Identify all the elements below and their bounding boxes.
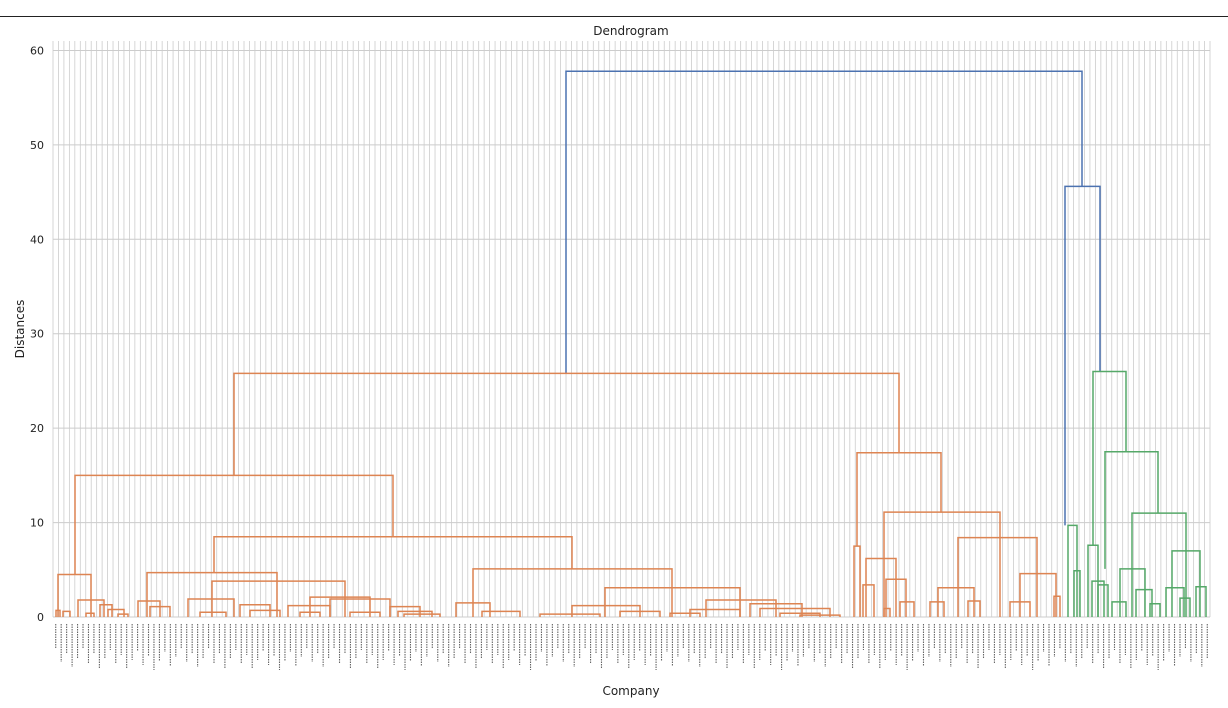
dendrogram-link [481, 610, 521, 617]
dendrogram-link [619, 610, 661, 617]
dendrogram-link [1091, 580, 1105, 617]
dendrogram-link [472, 568, 673, 617]
dendrogram-link [1179, 597, 1191, 617]
dendrogram-link [85, 612, 95, 617]
dendrogram-link [856, 451, 942, 547]
vertical-grid [52, 41, 1211, 617]
dendrogram-link [1104, 451, 1159, 569]
dendrogram-link [117, 613, 129, 617]
dendrogram-link [565, 70, 1083, 374]
dendrogram-link [1165, 586, 1185, 617]
dendrogram-link [1092, 370, 1127, 546]
chart-title: Dendrogram [593, 24, 668, 38]
dendrogram-link [403, 613, 441, 617]
y-tick-label: 60 [30, 44, 44, 57]
dendrogram-link [799, 614, 841, 617]
y-tick-label: 0 [37, 611, 44, 624]
dendrogram-link [749, 603, 803, 617]
y-tick-label: 40 [30, 233, 44, 246]
dendrogram-link [1073, 569, 1081, 617]
dendrogram-link [233, 372, 900, 476]
y-tick-label: 10 [30, 517, 44, 530]
horizontal-grid [53, 49, 1210, 618]
dendrogram-link [107, 608, 125, 617]
dendrogram-link [349, 611, 381, 617]
dendrogram-link [249, 609, 281, 617]
y-tick-label: 50 [30, 139, 44, 152]
dendrogram-link [1149, 603, 1161, 617]
dendrogram-link [455, 602, 491, 617]
dendrogram-link [99, 603, 113, 617]
dendrogram-link [865, 557, 897, 617]
y-axis-ticks: 0 10 20 30 40 50 60 [30, 44, 44, 624]
dendrogram-link [929, 601, 945, 617]
dendrogram-link [689, 608, 741, 617]
dendrogram-link [1009, 601, 1031, 617]
dendrogram-link [57, 573, 92, 617]
dendrogram-links [55, 70, 1207, 617]
dendrogram-link [137, 600, 161, 617]
dendrogram-link [967, 600, 981, 617]
dendrogram-link [199, 611, 227, 617]
y-tick-label: 20 [30, 422, 44, 435]
dendrogram-link [1111, 601, 1127, 617]
leaf-labels [55, 624, 1208, 670]
dendrogram-link [1064, 185, 1101, 526]
dendrogram-link [187, 598, 235, 617]
dendrogram-link [74, 474, 394, 575]
dendrogram-link [853, 545, 861, 617]
dendrogram-link [62, 610, 71, 617]
dendrogram-link [957, 536, 1038, 617]
dendrogram-link [539, 613, 601, 617]
dendrogram-link [1131, 512, 1187, 617]
x-axis-label: Company [602, 684, 659, 698]
dendrogram-link [55, 609, 61, 617]
dendrogram-link [146, 571, 278, 617]
dendrogram-link [299, 611, 321, 617]
dendrogram-link [1019, 572, 1057, 617]
y-axis-label: Distances [13, 300, 27, 359]
dendrogram-link [862, 584, 875, 617]
dendrogram-link [883, 511, 1001, 617]
dendrogram-link [1195, 586, 1207, 617]
dendrogram-link [885, 578, 907, 617]
dendrogram-link [1097, 584, 1109, 617]
y-tick-label: 30 [30, 328, 44, 341]
dendrogram-link [1053, 595, 1061, 617]
dendrogram-link [1171, 550, 1201, 617]
dendrogram-link [77, 599, 105, 617]
dendrogram-link [149, 605, 171, 617]
dendrogram-link [309, 596, 371, 617]
dendrogram-link [669, 612, 701, 617]
dendrogram-link [899, 601, 915, 617]
top-divider [0, 16, 1228, 17]
dendrogram-link [604, 586, 741, 617]
dendrogram-link [213, 535, 573, 573]
dendrogram-link [759, 607, 831, 617]
